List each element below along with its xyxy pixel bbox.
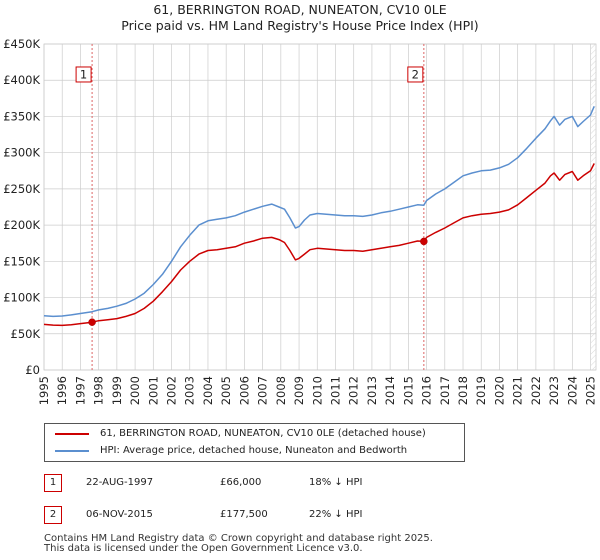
plot-area bbox=[44, 44, 596, 370]
x-tick-label: 2003 bbox=[183, 376, 197, 405]
y-tick-label: £50K bbox=[11, 327, 41, 341]
footer-copyright: Contains HM Land Registry data © Crown c… bbox=[44, 533, 433, 544]
x-tick-label: 2000 bbox=[128, 376, 142, 405]
y-tick-label: £400K bbox=[3, 73, 40, 87]
price-paid-line bbox=[43, 163, 595, 327]
sale-point-marker bbox=[88, 318, 96, 326]
sale-number-box bbox=[407, 66, 424, 83]
x-tick-label: 2018 bbox=[456, 376, 470, 405]
x-tick-label: 2011 bbox=[328, 376, 342, 405]
x-tick-label: 2005 bbox=[219, 376, 233, 405]
x-tick-label: 2008 bbox=[274, 376, 288, 405]
y-tick-label: £200K bbox=[3, 218, 40, 232]
x-tick-label: 2015 bbox=[401, 376, 415, 405]
legend-label-price-paid: 61, BERRINGTON ROAD, NUNEATON, CV10 0LE … bbox=[100, 428, 426, 439]
x-tick-label: 2013 bbox=[365, 376, 379, 405]
transaction-hpi-diff: 18% ↓ HPI bbox=[309, 477, 363, 488]
x-tick-label: 2021 bbox=[511, 376, 525, 405]
blue-line-swatch bbox=[55, 450, 89, 452]
y-tick-label: £350K bbox=[3, 109, 40, 123]
y-tick-label: £250K bbox=[3, 182, 40, 196]
transaction-hpi-diff: 22% ↓ HPI bbox=[309, 509, 363, 520]
x-tick-label: 2006 bbox=[237, 376, 251, 405]
red-line-swatch bbox=[55, 433, 89, 435]
x-tick-label: 2010 bbox=[310, 376, 324, 405]
x-tick-label: 2016 bbox=[420, 376, 434, 405]
x-tick-label: 1995 bbox=[37, 376, 51, 405]
x-tick-label: 2022 bbox=[529, 376, 543, 405]
sale-number-label: 1 bbox=[80, 67, 87, 81]
x-tick-label: 1996 bbox=[55, 376, 69, 405]
legend: 61, BERRINGTON ROAD, NUNEATON, CV10 0LE … bbox=[44, 423, 465, 462]
x-tick-label: 2002 bbox=[165, 376, 179, 405]
y-tick-label: £450K bbox=[3, 37, 40, 51]
transaction-number-box: 1 bbox=[44, 474, 62, 492]
transaction-price: £177,500 bbox=[220, 509, 268, 520]
y-tick-label: £100K bbox=[3, 291, 40, 305]
x-tick-label: 2001 bbox=[146, 376, 160, 405]
x-tick-label: 2023 bbox=[547, 376, 561, 405]
x-tick-label: 1999 bbox=[110, 376, 124, 405]
x-tick-label: 2007 bbox=[256, 376, 270, 405]
x-tick-label: 2025 bbox=[584, 376, 598, 405]
sale-number-box bbox=[75, 66, 92, 83]
x-tick-label: 2017 bbox=[438, 376, 452, 405]
legend-label-hpi: HPI: Average price, detached house, Nune… bbox=[100, 445, 408, 456]
chart-title: 61, BERRINGTON ROAD, NUNEATON, CV10 0LE bbox=[153, 2, 447, 17]
x-tick-label: 2009 bbox=[292, 376, 306, 405]
x-tick-label: 2004 bbox=[201, 376, 215, 405]
future-hatch-region bbox=[590, 44, 596, 370]
y-tick-label: £0 bbox=[25, 363, 40, 377]
x-tick-label: 1998 bbox=[92, 376, 106, 405]
x-tick-label: 1997 bbox=[73, 376, 87, 405]
transaction-date: 06-NOV-2015 bbox=[86, 509, 153, 520]
transaction-number-box: 2 bbox=[44, 506, 62, 524]
x-tick-label: 2024 bbox=[565, 376, 579, 405]
sale-point-marker bbox=[420, 237, 428, 246]
hpi-line bbox=[43, 106, 595, 318]
footer-licence: This data is licensed under the Open Gov… bbox=[44, 543, 363, 554]
x-tick-label: 2020 bbox=[492, 376, 506, 405]
x-tick-label: 2012 bbox=[347, 376, 361, 405]
transaction-price: £66,000 bbox=[220, 477, 262, 488]
chart-subtitle: Price paid vs. HM Land Registry's House … bbox=[121, 18, 479, 33]
y-tick-label: £150K bbox=[3, 254, 40, 268]
y-tick-label: £300K bbox=[3, 146, 40, 160]
chart: £0 £50K £100K £150K £200K £250K £300K £350K £400… bbox=[3, 37, 598, 405]
x-tick-label: 2019 bbox=[474, 376, 488, 405]
transaction-date: 22-AUG-1997 bbox=[86, 477, 154, 488]
sale-number-label: 2 bbox=[412, 67, 419, 81]
x-tick-label: 2014 bbox=[383, 376, 397, 405]
